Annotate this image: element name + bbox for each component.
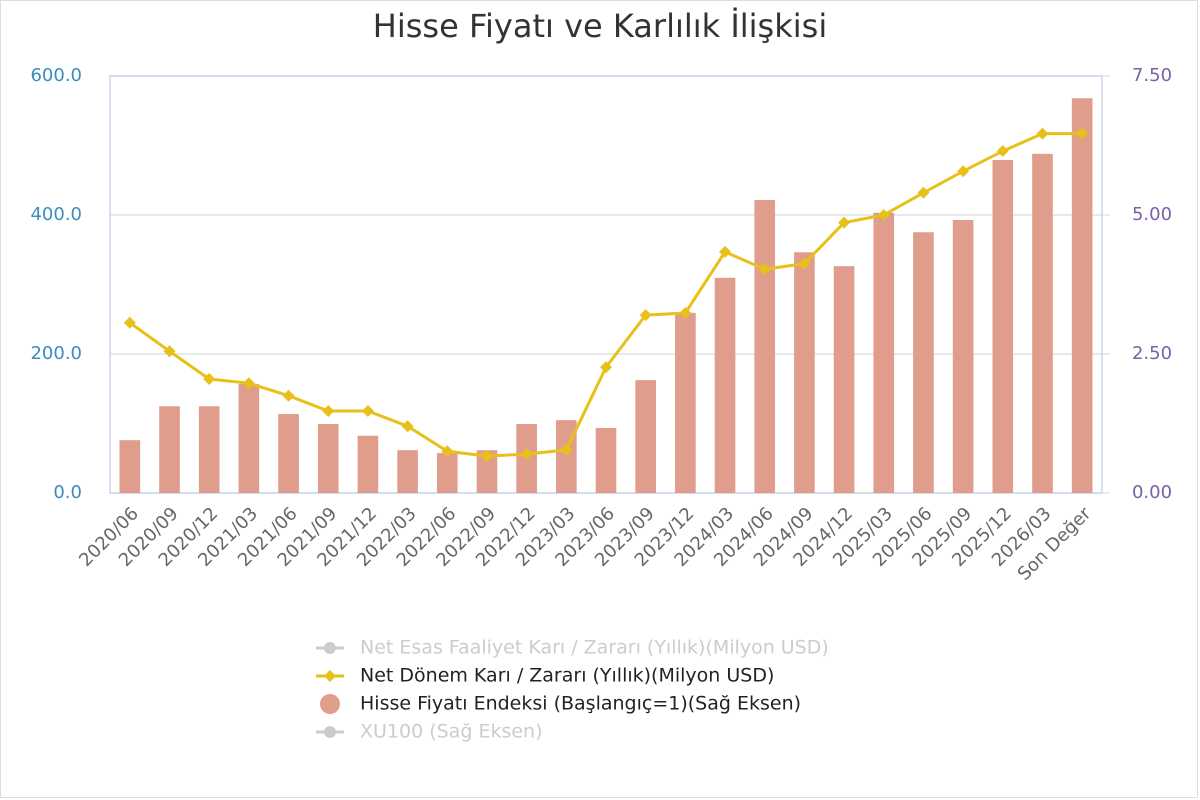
legend-marker <box>324 726 336 738</box>
bar <box>198 406 220 493</box>
line-marker <box>322 404 335 417</box>
chart-title: Hisse Fiyatı ve Karlılık İlişkisi <box>373 7 827 45</box>
bar <box>1071 98 1093 494</box>
bar <box>873 212 895 493</box>
line-marker <box>361 404 374 417</box>
bar <box>119 440 141 493</box>
line-marker <box>600 361 612 374</box>
y2-tick-label: 7.50 <box>1132 65 1172 86</box>
bar <box>556 420 577 493</box>
line-marker <box>401 420 414 433</box>
bar <box>476 450 498 493</box>
bar <box>675 312 696 493</box>
legend-label: Net Esas Faaliyet Karı / Zararı (Yıllık)… <box>360 637 829 659</box>
y-tick-label: 600.0 <box>30 65 82 86</box>
bar <box>317 424 339 493</box>
line-marker <box>996 145 1009 158</box>
legend-marker <box>324 670 336 682</box>
bar <box>397 450 418 493</box>
line-marker <box>480 450 493 463</box>
line-marker <box>203 373 216 386</box>
y2-tick-label: 2.50 <box>1132 343 1172 364</box>
line-marker <box>917 186 930 199</box>
bar <box>754 199 776 493</box>
bar <box>159 406 180 493</box>
bar <box>635 380 656 493</box>
y-tick-label: 0.0 <box>53 482 82 503</box>
line-marker <box>560 443 573 456</box>
line-marker <box>719 245 732 258</box>
line-marker <box>520 448 533 461</box>
line-marker <box>123 316 136 329</box>
line-marker <box>1036 127 1049 140</box>
line-marker <box>758 263 771 276</box>
bar <box>595 427 617 493</box>
line-marker <box>957 165 970 178</box>
y2-tick-label: 0.00 <box>1132 482 1172 503</box>
bar <box>238 384 260 493</box>
y-tick-label: 200.0 <box>30 343 82 364</box>
line-marker <box>282 389 295 402</box>
bar <box>833 266 855 493</box>
legend-label: Hisse Fiyatı Endeksi (Başlangıç=1)(Sağ E… <box>360 693 801 715</box>
legend-marker <box>320 694 340 714</box>
legend-marker <box>324 642 336 654</box>
line-marker <box>877 209 890 221</box>
line-marker <box>798 257 811 270</box>
bar <box>278 414 299 493</box>
y-tick-label: 400.0 <box>30 204 82 225</box>
y2-tick-label: 5.00 <box>1132 204 1172 225</box>
bar <box>357 435 379 493</box>
legend-label: Net Dönem Karı / Zararı (Yıllık)(Milyon … <box>360 665 774 687</box>
line-marker <box>163 345 176 358</box>
line-marker <box>441 445 454 458</box>
line-marker <box>639 309 652 322</box>
legend-label: XU100 (Sağ Eksen) <box>360 721 543 743</box>
bar <box>952 220 974 493</box>
bar <box>992 159 1014 493</box>
bar <box>436 452 458 493</box>
bar <box>1032 153 1053 493</box>
bar <box>714 277 736 493</box>
bar <box>913 232 934 493</box>
line-marker <box>679 306 692 319</box>
bar <box>794 252 815 493</box>
line-marker <box>242 377 255 390</box>
line-marker <box>1076 127 1089 140</box>
line-marker <box>838 216 851 229</box>
